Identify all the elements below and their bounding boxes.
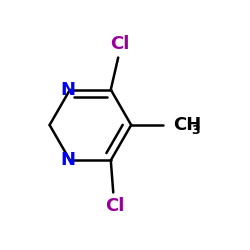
Text: Cl: Cl xyxy=(110,35,129,53)
Text: Cl: Cl xyxy=(105,197,124,215)
Text: N: N xyxy=(60,151,75,169)
Text: CH: CH xyxy=(173,116,202,134)
Text: N: N xyxy=(60,81,75,99)
Text: 3: 3 xyxy=(191,124,200,137)
